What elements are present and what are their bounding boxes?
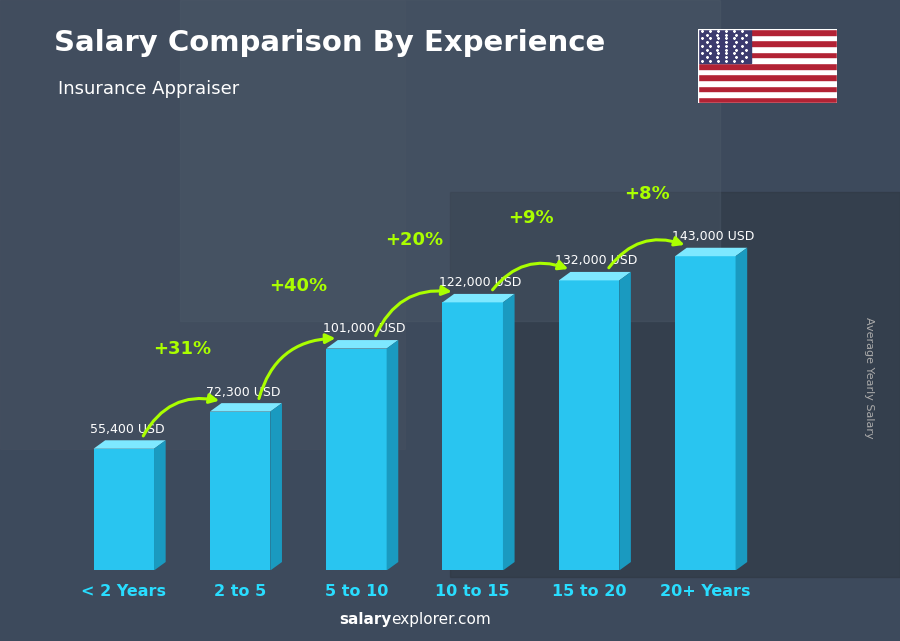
Bar bbox=[698, 97, 837, 103]
Bar bbox=[450, 192, 900, 577]
Bar bbox=[698, 29, 751, 63]
Text: 132,000 USD: 132,000 USD bbox=[555, 254, 638, 267]
Text: Insurance Appraiser: Insurance Appraiser bbox=[58, 80, 239, 98]
Bar bbox=[698, 91, 837, 97]
Polygon shape bbox=[326, 340, 399, 349]
Polygon shape bbox=[559, 280, 619, 570]
Text: +9%: +9% bbox=[508, 209, 554, 227]
Text: explorer.com: explorer.com bbox=[392, 612, 491, 627]
Bar bbox=[698, 57, 837, 63]
Bar bbox=[698, 63, 837, 69]
Polygon shape bbox=[675, 256, 735, 570]
Polygon shape bbox=[270, 403, 282, 570]
Text: 72,300 USD: 72,300 USD bbox=[206, 385, 281, 399]
Bar bbox=[698, 46, 837, 51]
Text: 55,400 USD: 55,400 USD bbox=[90, 422, 165, 436]
Text: +20%: +20% bbox=[385, 231, 444, 249]
Polygon shape bbox=[443, 303, 503, 570]
Text: 143,000 USD: 143,000 USD bbox=[671, 230, 754, 243]
Polygon shape bbox=[559, 272, 631, 280]
Text: +31%: +31% bbox=[153, 340, 211, 358]
Text: salary: salary bbox=[339, 612, 392, 627]
Polygon shape bbox=[735, 248, 747, 570]
Bar bbox=[698, 51, 837, 57]
Polygon shape bbox=[443, 294, 515, 303]
Polygon shape bbox=[94, 449, 154, 570]
Polygon shape bbox=[210, 412, 270, 570]
Text: 122,000 USD: 122,000 USD bbox=[439, 276, 521, 289]
Polygon shape bbox=[326, 349, 387, 570]
Bar bbox=[698, 80, 837, 85]
Bar bbox=[698, 40, 837, 46]
Bar bbox=[0, 0, 405, 449]
Text: +40%: +40% bbox=[269, 277, 328, 295]
Text: +8%: +8% bbox=[625, 185, 670, 203]
Polygon shape bbox=[154, 440, 166, 570]
Bar bbox=[698, 74, 837, 80]
Bar bbox=[698, 85, 837, 91]
Polygon shape bbox=[675, 248, 747, 256]
Bar bbox=[698, 29, 837, 35]
Polygon shape bbox=[210, 403, 282, 412]
Bar bbox=[698, 35, 837, 40]
Polygon shape bbox=[619, 272, 631, 570]
Bar bbox=[698, 69, 837, 74]
Text: Salary Comparison By Experience: Salary Comparison By Experience bbox=[54, 29, 605, 57]
Text: 101,000 USD: 101,000 USD bbox=[323, 322, 405, 335]
Polygon shape bbox=[503, 294, 515, 570]
Bar bbox=[180, 0, 720, 320]
Polygon shape bbox=[387, 340, 399, 570]
Polygon shape bbox=[94, 440, 166, 449]
Text: Average Yearly Salary: Average Yearly Salary bbox=[863, 317, 874, 439]
